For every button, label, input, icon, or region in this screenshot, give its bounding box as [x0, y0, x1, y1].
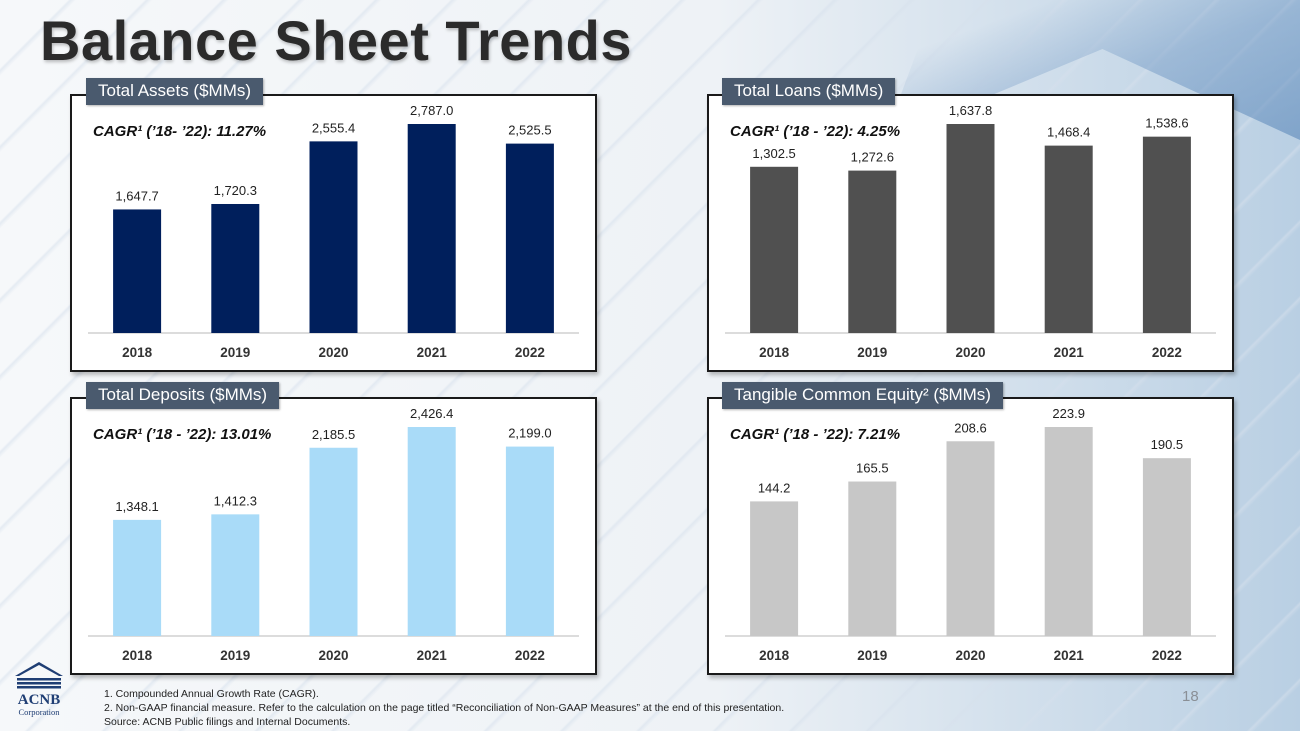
bar-2022 — [1142, 136, 1191, 333]
x-tick-2022: 2022 — [515, 345, 545, 360]
bar-2021 — [407, 124, 456, 333]
data-label-2021: 1,468.4 — [1047, 125, 1090, 140]
data-label-2021: 223.9 — [1052, 406, 1085, 421]
cagr-label: CAGR¹ (’18 - ’22): 13.01% — [93, 426, 271, 443]
bar-2018 — [113, 209, 162, 333]
data-label-2022: 2,199.0 — [508, 426, 551, 441]
acnb-logo: ACNB Corporation — [11, 660, 67, 720]
data-label-2020: 2,185.5 — [312, 427, 355, 442]
data-label-2021: 2,426.4 — [410, 406, 453, 421]
bar-2019 — [848, 481, 897, 636]
x-tick-2018: 2018 — [122, 648, 153, 663]
chart-label-total-loans: Total Loans ($MMs) — [722, 78, 896, 105]
data-label-2018: 1,348.1 — [115, 499, 158, 514]
bar-2019 — [848, 170, 897, 333]
acnb-logo-graphic: ACNB Corporation — [15, 662, 63, 717]
data-label-2018: 1,647.7 — [115, 188, 158, 203]
bar-2020 — [946, 124, 995, 333]
chart-panel-tangible-common-equity: CAGR¹ (’18 - ’22): 7.21% 144.2 2018 165.5 20… — [707, 397, 1234, 675]
data-label-2020: 2,555.4 — [312, 120, 355, 135]
bar-2020 — [309, 141, 358, 333]
x-tick-2019: 2019 — [220, 648, 250, 663]
cagr-label: CAGR¹ (’18 - ’22): 4.25% — [730, 123, 900, 140]
chart-panel-total-loans: CAGR¹ (’18 - ’22): 4.25% 1,302.5 2018 1,272… — [707, 94, 1234, 372]
x-tick-2022: 2022 — [1152, 648, 1182, 663]
x-tick-2020: 2020 — [318, 648, 348, 663]
data-label-2019: 1,272.6 — [851, 150, 894, 165]
data-label-2022: 2,525.5 — [508, 123, 551, 138]
data-label-2018: 1,302.5 — [752, 146, 795, 161]
bar-2022 — [505, 446, 554, 636]
chart-tangible-common-equity: CAGR¹ (’18 - ’22): 7.21% 144.2 2018 165.5 20… — [725, 406, 1216, 663]
x-tick-2020: 2020 — [955, 345, 985, 360]
footnote-1: 1. Compounded Annual Growth Rate (CAGR). — [104, 688, 319, 700]
x-tick-2020: 2020 — [318, 345, 348, 360]
page-title: Balance Sheet Trends — [40, 9, 633, 72]
data-label-2019: 1,720.3 — [214, 183, 257, 198]
data-label-2020: 208.6 — [954, 420, 987, 435]
data-label-2022: 190.5 — [1151, 437, 1184, 452]
bar-2020 — [946, 441, 995, 636]
x-tick-2019: 2019 — [857, 345, 887, 360]
x-tick-2018: 2018 — [122, 345, 153, 360]
footnote-2: 2. Non-GAAP financial measure. Refer to … — [104, 702, 785, 714]
data-label-2020: 1,637.8 — [949, 103, 992, 118]
logo-text: ACNB — [18, 692, 61, 708]
chart-panel-total-assets: CAGR¹ (’18- ’22): 11.27% 1,647.7 2018 1,720… — [70, 94, 597, 372]
bar-2018 — [750, 166, 799, 333]
x-tick-2018: 2018 — [759, 648, 790, 663]
logo-subtitle: Corporation — [18, 707, 60, 717]
x-tick-2020: 2020 — [955, 648, 985, 663]
x-tick-2019: 2019 — [857, 648, 887, 663]
data-label-2018: 144.2 — [758, 480, 791, 495]
cagr-label: CAGR¹ (’18 - ’22): 7.21% — [730, 426, 900, 443]
x-tick-2021: 2021 — [1054, 345, 1085, 360]
x-tick-2022: 2022 — [1152, 345, 1182, 360]
data-label-2019: 165.5 — [856, 461, 889, 476]
bar-2019 — [211, 203, 260, 333]
bar-2021 — [407, 427, 456, 636]
bar-2022 — [1142, 458, 1191, 636]
bar-2020 — [309, 447, 358, 636]
chart-total-loans: CAGR¹ (’18 - ’22): 4.25% 1,302.5 2018 1,272… — [725, 103, 1216, 360]
chart-label-total-deposits: Total Deposits ($MMs) — [86, 382, 280, 409]
chart-total-deposits: CAGR¹ (’18 - ’22): 13.01% 1,348.1 2018 1,41… — [88, 406, 579, 663]
x-tick-2021: 2021 — [417, 648, 448, 663]
chart-panel-total-deposits: CAGR¹ (’18 - ’22): 13.01% 1,348.1 2018 1,41… — [70, 397, 597, 675]
data-label-2019: 1,412.3 — [214, 493, 257, 508]
x-tick-2019: 2019 — [220, 345, 250, 360]
chart-label-tangible-common-equity: Tangible Common Equity² ($MMs) — [722, 382, 1003, 409]
data-label-2022: 1,538.6 — [1145, 116, 1188, 131]
chart-total-assets: CAGR¹ (’18- ’22): 11.27% 1,647.7 2018 1,720… — [88, 103, 579, 360]
bar-2019 — [211, 514, 260, 636]
data-label-2021: 2,787.0 — [410, 103, 453, 118]
chart-label-total-assets: Total Assets ($MMs) — [86, 78, 264, 105]
x-tick-2021: 2021 — [417, 345, 448, 360]
cagr-label: CAGR¹ (’18- ’22): 11.27% — [93, 123, 266, 140]
bar-2022 — [505, 143, 554, 333]
x-tick-2018: 2018 — [759, 345, 790, 360]
footnotes: 1. Compounded Annual Growth Rate (CAGR).… — [104, 687, 784, 729]
bar-2018 — [113, 519, 162, 636]
bar-2018 — [750, 501, 799, 636]
bar-2021 — [1044, 427, 1093, 636]
x-tick-2021: 2021 — [1054, 648, 1085, 663]
page-number: 18 — [1182, 688, 1199, 705]
footnote-source: Source: ACNB Public filings and Internal… — [104, 716, 351, 728]
bar-2021 — [1044, 145, 1093, 333]
x-tick-2022: 2022 — [515, 648, 545, 663]
